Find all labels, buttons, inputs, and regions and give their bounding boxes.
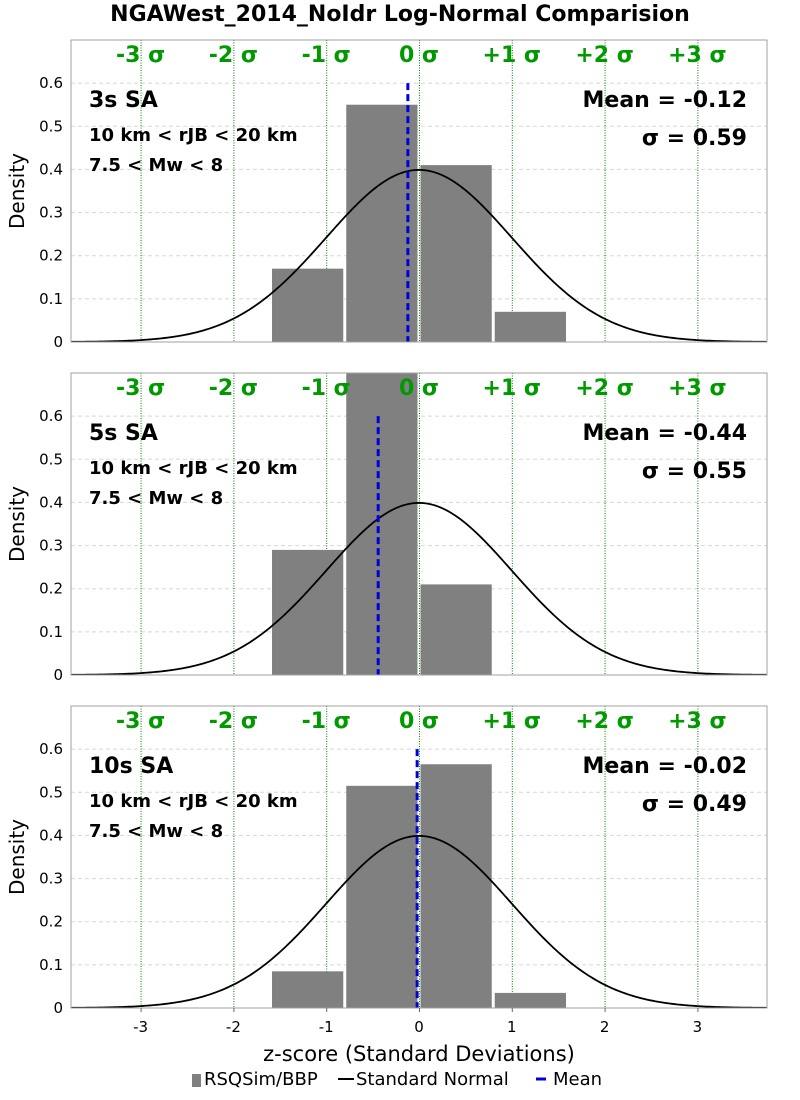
page-title: NGAWest_2014_NoIdr Log-Normal Comparisio…	[110, 2, 690, 27]
mean-value-label: Mean = -0.44	[583, 421, 747, 446]
y-tick-label: 0.1	[39, 290, 63, 308]
legend-swatch-histogram	[192, 1074, 201, 1087]
standard-normal-curve	[71, 168, 767, 342]
y-tick-label: 0.4	[39, 826, 63, 844]
histogram-bar	[272, 971, 344, 1008]
y-tick-label: 0.1	[39, 623, 63, 641]
histogram-bar	[346, 785, 418, 1008]
plot-area	[71, 373, 767, 675]
distance-range-label: 10 km < rJB < 20 km	[89, 458, 298, 479]
histogram-bar	[272, 549, 344, 675]
histogram-bar	[420, 584, 492, 675]
x-tick-label: -3	[133, 1018, 148, 1036]
y-axis-label: Density	[5, 153, 29, 229]
x-tick-label: 0	[414, 1018, 424, 1036]
sigma-label: -2 σ	[209, 376, 258, 401]
plot-border	[70, 39, 768, 343]
histogram-bar	[272, 268, 344, 342]
y-tick-label: 0.3	[39, 870, 63, 888]
plot-area	[71, 83, 767, 342]
y-tick-label: 0.1	[39, 956, 63, 974]
y-tick-label: 0.4	[39, 493, 63, 511]
sigma-value-label: σ = 0.59	[642, 126, 747, 151]
x-tick-label: 3	[693, 1018, 703, 1036]
histogram-bar	[346, 104, 418, 342]
sigma-label: -1 σ	[302, 376, 351, 401]
sigma-label: -1 σ	[302, 709, 351, 734]
x-tick-label: 1	[507, 1018, 517, 1036]
y-tick-label: 0.3	[39, 537, 63, 555]
y-tick-label: 0.6	[39, 407, 63, 425]
y-axis-label: Density	[5, 819, 29, 895]
period-label: 3s SA	[89, 88, 158, 113]
sigma-label: +3 σ	[668, 709, 727, 734]
sigma-label: -3 σ	[116, 709, 165, 734]
standard-normal-curve	[71, 834, 767, 1008]
distance-range-label: 10 km < rJB < 20 km	[89, 791, 298, 812]
distance-range-label: 10 km < rJB < 20 km	[89, 125, 298, 146]
y-tick-label: 0.3	[39, 204, 63, 222]
x-tick-label: -2	[226, 1018, 241, 1036]
sigma-label: +2 σ	[575, 43, 634, 68]
sigma-label: -1 σ	[302, 43, 351, 68]
x-tick-label: -1	[319, 1018, 334, 1036]
sigma-label: +1 σ	[483, 709, 542, 734]
sigma-label: +3 σ	[668, 43, 727, 68]
sigma-label: -2 σ	[209, 43, 258, 68]
sigma-label: -3 σ	[116, 43, 165, 68]
legend-label-mean: Mean	[553, 1069, 602, 1090]
y-tick-label: 0.2	[39, 913, 63, 931]
histogram-bar	[346, 373, 418, 675]
y-tick-label: 0.5	[39, 783, 63, 801]
mean-value-label: Mean = -0.12	[583, 88, 747, 113]
sigma-label: 0 σ	[399, 709, 439, 734]
y-tick-label: 0.2	[39, 580, 63, 598]
magnitude-range-label: 7.5 < Mw < 8	[89, 488, 223, 509]
sigma-label: -3 σ	[116, 376, 165, 401]
histogram-bar	[420, 764, 492, 1008]
histogram-bar	[494, 992, 566, 1008]
chart-panel-1: 0 0.1 0.2 0.3 0.4 0.5 0.6 Density -3 σ -2 σ -1 σ 0 …	[5, 39, 768, 351]
y-tick-label: 0.6	[39, 74, 63, 92]
y-tick-label: 0.2	[39, 247, 63, 265]
legend-label-histogram: RSQSim/BBP	[204, 1069, 318, 1090]
y-tick-label: 0.5	[39, 450, 63, 468]
sigma-label: +2 σ	[575, 709, 634, 734]
y-tick-label: 0	[53, 333, 63, 351]
sigma-label: +2 σ	[575, 376, 634, 401]
y-axis-label: Density	[5, 486, 29, 562]
mean-value-label: Mean = -0.02	[583, 754, 747, 779]
histogram-bar	[494, 311, 566, 342]
y-tick-label: 0.6	[39, 740, 63, 758]
magnitude-range-label: 7.5 < Mw < 8	[89, 821, 223, 842]
chart-panel-2: 0 0.1 0.2 0.3 0.4 0.5 0.6 Density -3 σ -2 σ -1 σ 0 …	[5, 372, 768, 684]
y-tick-label: 0.5	[39, 117, 63, 135]
x-axis-label: z-score (Standard Deviations)	[263, 1042, 575, 1066]
sigma-value-label: σ = 0.55	[642, 459, 747, 484]
sigma-label: +1 σ	[483, 43, 542, 68]
period-label: 10s SA	[89, 754, 173, 779]
standard-normal-curve	[71, 501, 767, 675]
y-tick-label: 0	[53, 666, 63, 684]
y-tick-label: 0.4	[39, 160, 63, 178]
legend: RSQSim/BBP Standard Normal Mean	[192, 1069, 602, 1090]
sigma-label: -2 σ	[209, 709, 258, 734]
histogram-bar	[420, 165, 492, 342]
chart-panel-3: 0 0.1 0.2 0.3 0.4 0.5 0.6 Density -3 σ -2 σ -1 σ 0 …	[5, 705, 768, 1036]
plot-area	[71, 749, 767, 1008]
magnitude-range-label: 7.5 < Mw < 8	[89, 155, 223, 176]
plot-border	[70, 372, 768, 676]
sigma-value-label: σ = 0.49	[642, 792, 747, 817]
period-label: 5s SA	[89, 421, 158, 446]
sigma-label: 0 σ	[399, 43, 439, 68]
sigma-label: +1 σ	[483, 376, 542, 401]
sigma-label: +3 σ	[668, 376, 727, 401]
legend-label-curve: Standard Normal	[356, 1069, 509, 1090]
x-tick-label: 2	[600, 1018, 610, 1036]
sigma-label: 0 σ	[399, 376, 439, 401]
y-tick-label: 0	[53, 999, 63, 1017]
